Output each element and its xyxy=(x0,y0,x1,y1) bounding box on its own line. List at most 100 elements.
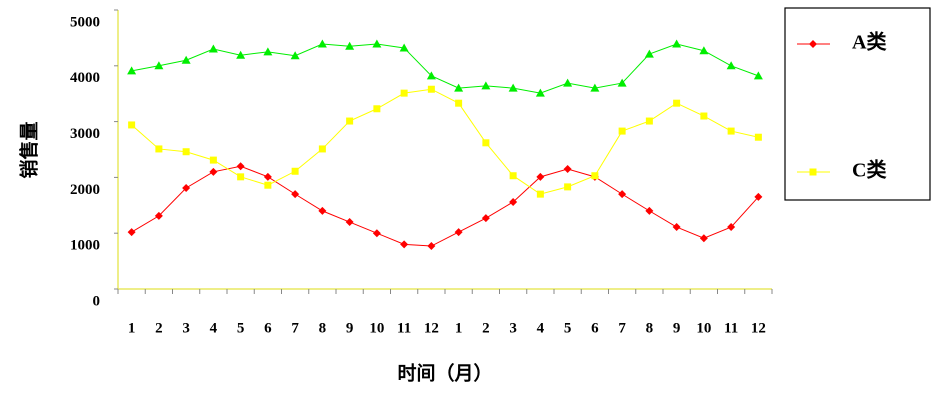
data-point xyxy=(318,206,327,215)
legend-marker xyxy=(809,40,817,48)
x-tick-label: 8 xyxy=(646,320,654,336)
data-point xyxy=(726,61,736,70)
data-point xyxy=(290,51,300,60)
data-point xyxy=(426,71,436,80)
data-point xyxy=(181,55,191,64)
x-tick-label: 6 xyxy=(264,320,272,336)
data-point xyxy=(482,139,490,147)
x-tick-label: 1 xyxy=(128,320,136,336)
data-point xyxy=(155,145,163,153)
data-point xyxy=(617,78,627,87)
data-point xyxy=(209,167,218,176)
x-tick-label: 9 xyxy=(673,320,681,336)
legend-marker xyxy=(809,168,817,176)
data-point xyxy=(263,172,272,181)
data-point xyxy=(672,39,682,48)
data-point xyxy=(400,240,409,249)
data-point xyxy=(536,190,544,198)
x-tick-label: 9 xyxy=(346,320,354,336)
x-tick-label: 4 xyxy=(537,320,545,336)
series-line xyxy=(131,88,759,195)
x-tick-label: 2 xyxy=(482,320,490,336)
x-tick-label: 5 xyxy=(237,320,245,336)
data-point xyxy=(508,83,518,92)
data-point xyxy=(400,89,408,97)
x-tick-label: 5 xyxy=(564,320,572,336)
data-point xyxy=(154,61,164,70)
data-point xyxy=(536,172,545,181)
data-point xyxy=(754,133,762,141)
data-point xyxy=(753,71,763,80)
x-tick-label: 6 xyxy=(591,320,599,336)
x-tick-label: 1 xyxy=(455,320,463,336)
data-point xyxy=(454,228,463,237)
x-tick-label: 4 xyxy=(210,320,218,336)
data-point xyxy=(590,83,600,92)
data-point xyxy=(645,117,653,125)
data-point xyxy=(454,83,464,92)
data-point xyxy=(182,184,191,193)
data-point xyxy=(591,172,599,180)
data-point xyxy=(754,192,763,201)
data-point xyxy=(372,229,381,238)
data-point xyxy=(563,165,572,174)
data-point xyxy=(182,148,190,156)
legend-label: C类 xyxy=(852,159,886,182)
x-tick-label: 11 xyxy=(397,320,411,336)
data-point xyxy=(373,105,381,113)
data-point xyxy=(481,81,491,90)
legend-label: A类 xyxy=(852,31,886,54)
data-point xyxy=(128,121,136,129)
data-point xyxy=(699,46,709,55)
data-point xyxy=(509,197,518,206)
data-point xyxy=(727,223,736,232)
data-point xyxy=(346,117,354,125)
data-point xyxy=(127,228,136,237)
x-tick-label: 7 xyxy=(618,320,626,336)
data-point xyxy=(236,162,245,171)
data-point xyxy=(208,44,218,53)
data-point xyxy=(564,183,572,191)
x-tick-label: 11 xyxy=(724,320,738,336)
x-tick-label: 3 xyxy=(182,320,190,336)
x-tick-label: 10 xyxy=(369,320,384,336)
data-point xyxy=(618,127,626,135)
y-tick-label: 3000 xyxy=(70,126,100,142)
x-tick-label: 3 xyxy=(509,320,517,336)
data-point xyxy=(209,156,217,164)
data-point xyxy=(291,190,300,199)
series-line xyxy=(131,43,759,94)
data-point xyxy=(618,190,627,199)
data-point xyxy=(291,167,299,175)
y-tick-label: 5000 xyxy=(70,14,100,30)
data-point xyxy=(237,173,245,181)
y-tick-label: 4000 xyxy=(70,70,100,86)
data-point xyxy=(509,172,517,180)
x-tick-label: 10 xyxy=(696,320,711,336)
y-tick-label: 2000 xyxy=(70,182,100,198)
x-tick-label: 7 xyxy=(291,320,299,336)
data-point xyxy=(645,206,654,215)
data-point xyxy=(264,181,272,189)
data-point xyxy=(727,127,735,135)
data-point xyxy=(318,145,326,153)
data-point xyxy=(399,43,409,52)
data-point xyxy=(372,39,382,48)
x-tick-label: 12 xyxy=(751,320,766,336)
data-point xyxy=(644,49,654,58)
y-axis-title: 销售量 xyxy=(18,121,41,178)
data-point xyxy=(236,50,246,59)
data-point xyxy=(345,41,355,50)
data-point xyxy=(673,99,681,107)
data-point xyxy=(672,223,681,232)
data-point xyxy=(535,88,545,97)
data-point xyxy=(127,66,137,75)
x-axis-title: 时间（月） xyxy=(397,362,492,385)
y-tick-label: 0 xyxy=(93,293,101,309)
data-point xyxy=(563,78,573,87)
y-tick-label: 1000 xyxy=(70,238,100,254)
data-point xyxy=(317,39,327,48)
data-point xyxy=(154,211,163,220)
data-point xyxy=(427,85,435,93)
